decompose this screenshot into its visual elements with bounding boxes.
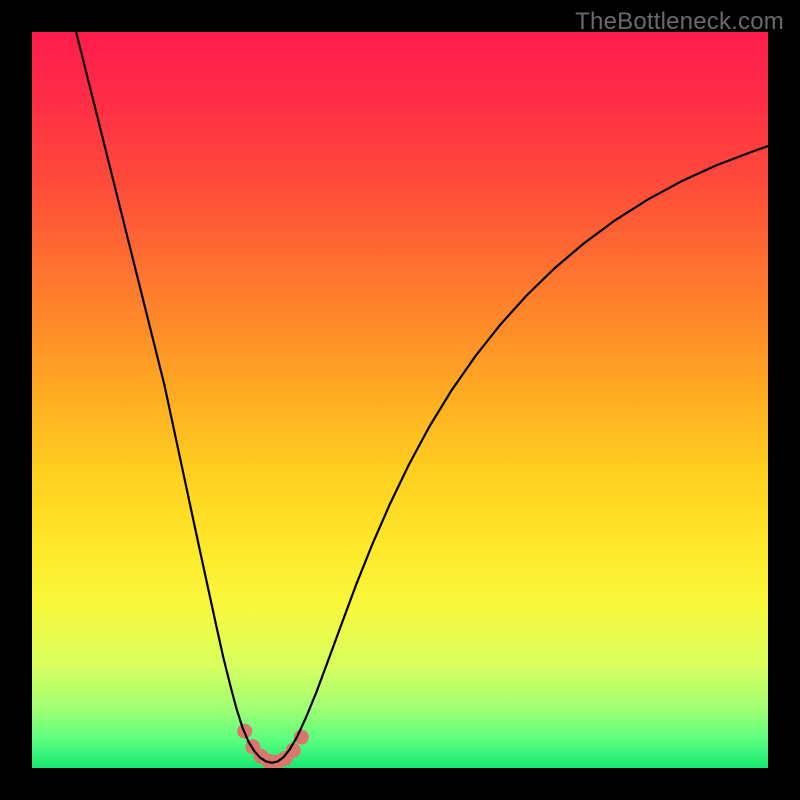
bottleneck-curve [76, 32, 768, 763]
plot-area [32, 32, 768, 768]
curve-layer [32, 32, 768, 768]
chart-frame: TheBottleneck.com [0, 0, 800, 800]
marker-band [237, 724, 309, 768]
